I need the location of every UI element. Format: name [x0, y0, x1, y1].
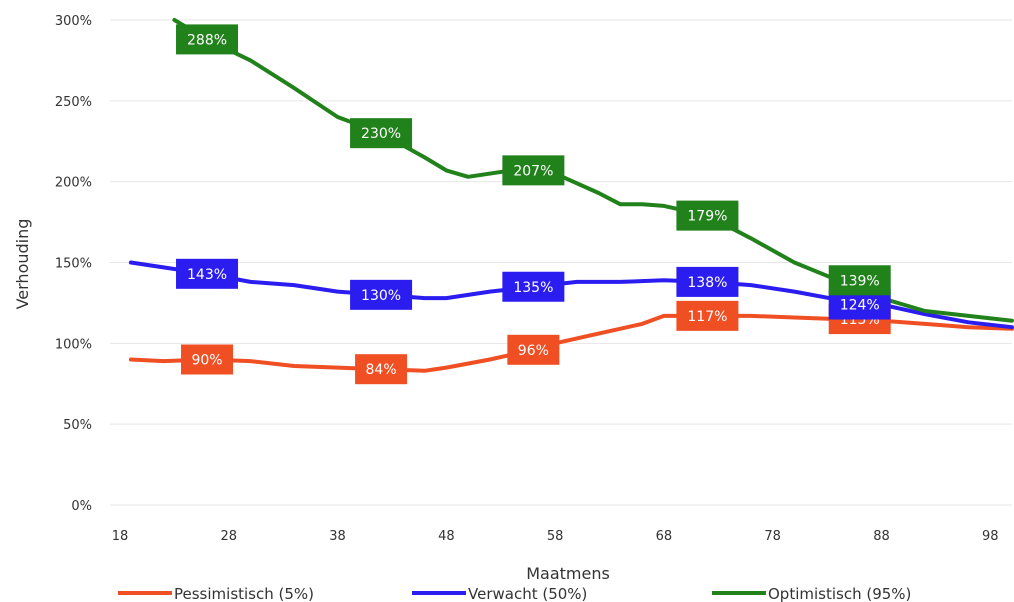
- data-label-text: 117%: [687, 309, 727, 325]
- gridlines: [110, 19, 1012, 506]
- y-tick-label: 250%: [55, 95, 92, 110]
- legend-label: Pessimistisch (5%): [174, 585, 314, 602]
- data-label-text: 135%: [513, 280, 553, 296]
- data-label-text: 84%: [366, 362, 397, 378]
- data-label-box: [350, 279, 413, 310]
- x-tick-label: 78: [764, 529, 781, 544]
- data-label-box: [828, 265, 891, 296]
- y-axis-ticks: 0% 50% 100% 150% 200% 250% 300%: [55, 14, 92, 514]
- x-tick-label: 88: [873, 529, 890, 544]
- data-label-box: [176, 24, 239, 55]
- x-tick-label: 48: [438, 529, 455, 544]
- x-tick-label: 98: [982, 529, 999, 544]
- data-label-text: 288%: [187, 32, 227, 48]
- data-label: 96%: [507, 334, 560, 365]
- y-axis-title: Verhouding: [13, 219, 32, 310]
- data-label: 135%: [502, 271, 565, 302]
- data-label-box: [181, 344, 234, 375]
- data-label: 139%: [828, 265, 891, 296]
- data-label: 117%: [676, 300, 739, 331]
- data-label-text: 130%: [361, 288, 401, 304]
- data-label: 207%: [502, 155, 565, 186]
- x-tick-label: 18: [112, 529, 129, 544]
- data-label-box: [502, 271, 565, 302]
- x-axis-ticks: 18 28 38 48 58 68 78 88 98: [112, 529, 999, 544]
- legend: Pessimistisch (5%) Verwacht (50%) Optimist…: [118, 585, 911, 602]
- data-label: 138%: [676, 266, 739, 297]
- data-label: 130%: [350, 279, 413, 310]
- data-label-text: 139%: [840, 273, 880, 289]
- y-tick-label: 0%: [71, 499, 92, 514]
- x-tick-label: 58: [547, 529, 564, 544]
- data-label-text: 207%: [513, 163, 553, 179]
- data-label-text: 96%: [518, 343, 549, 359]
- data-label-text: 90%: [191, 353, 222, 369]
- data-label: 179%: [676, 200, 739, 231]
- y-tick-label: 50%: [63, 418, 92, 433]
- data-label-text: 230%: [361, 126, 401, 142]
- data-label-box: [676, 300, 739, 331]
- data-label-box: [676, 266, 739, 297]
- x-tick-label: 38: [329, 529, 346, 544]
- data-label: 230%: [350, 118, 413, 149]
- data-label-text: 124%: [840, 298, 880, 314]
- x-tick-label: 28: [221, 529, 238, 544]
- data-label-text: 179%: [687, 209, 727, 225]
- legend-item: Optimistisch (95%): [712, 585, 911, 602]
- data-label-box: [502, 155, 565, 186]
- x-tick-label: 68: [656, 529, 673, 544]
- data-label: 90%: [181, 344, 234, 375]
- data-label-text: 143%: [187, 267, 227, 283]
- y-tick-label: 200%: [55, 176, 92, 191]
- point-labels: 90%84%96%117% 115%143%130%135% 138%124%288…: [176, 24, 891, 385]
- data-label-box: [355, 354, 408, 385]
- legend-label: Optimistisch (95%): [768, 585, 911, 602]
- legend-label: Verwacht (50%): [468, 585, 587, 602]
- data-label-box: [176, 258, 239, 289]
- y-tick-label: 300%: [55, 14, 92, 29]
- data-label-box: [350, 118, 413, 149]
- legend-item: Pessimistisch (5%): [118, 585, 314, 602]
- data-label-text: 138%: [687, 275, 727, 291]
- data-label: 84%: [355, 354, 408, 385]
- y-tick-label: 150%: [55, 257, 92, 272]
- data-label-box: [507, 334, 560, 365]
- data-label: 288%: [176, 24, 239, 55]
- x-axis-title: Maatmens: [526, 564, 610, 583]
- data-label: 143%: [176, 258, 239, 289]
- legend-item: Verwacht (50%): [412, 585, 587, 602]
- data-label-box: [676, 200, 739, 231]
- y-tick-label: 100%: [55, 337, 92, 352]
